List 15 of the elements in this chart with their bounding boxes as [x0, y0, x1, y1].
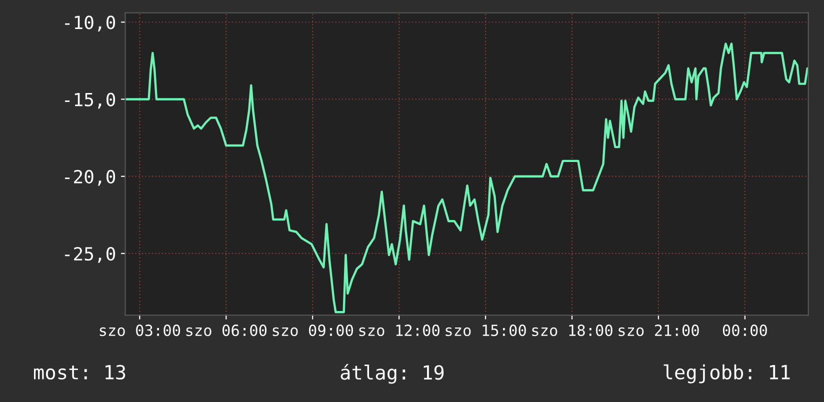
y-tick-label: -10,0 — [65, 16, 116, 32]
x-tick-label: szo 12:00 — [359, 324, 440, 336]
x-tick-label: szo 21:00 — [618, 324, 699, 336]
text: most: 13 — [34, 364, 126, 380]
x-tick-label: szo 06:00 — [186, 324, 267, 336]
y-tick-label: -25,0 — [65, 246, 116, 263]
x-tick-label: 00:00 — [722, 324, 767, 336]
y-tick-label: -20,0 — [65, 170, 116, 186]
text: átlag: 19 — [340, 364, 444, 384]
x-tick-label: szo 15:00 — [446, 324, 526, 336]
text: legjobb: 11 — [664, 364, 790, 384]
y-tick-label: -15,0 — [65, 92, 116, 109]
x-tick-label: szo 18:00 — [532, 324, 612, 336]
x-tick-label: szo 03:00 — [100, 324, 180, 336]
x-tick-label: szo 09:00 — [272, 324, 353, 336]
